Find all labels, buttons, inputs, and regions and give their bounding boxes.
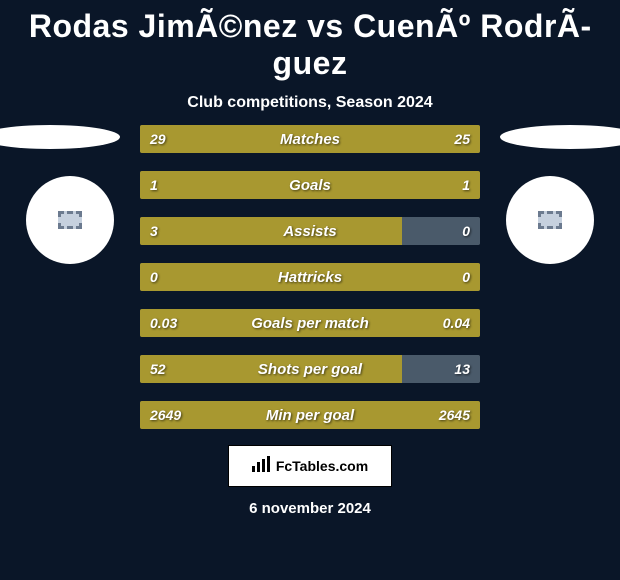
stat-row: 26492645Min per goal bbox=[140, 401, 480, 429]
comparison-subtitle: Club competitions, Season 2024 bbox=[0, 94, 620, 112]
stat-row: 00Hattricks bbox=[140, 263, 480, 291]
stat-label: Assists bbox=[140, 217, 480, 245]
comparison-title: Rodas JimÃ©nez vs CuenÃº RodrÃ­guez bbox=[0, 0, 620, 82]
right-player-avatar bbox=[506, 176, 594, 264]
stat-label: Shots per goal bbox=[140, 355, 480, 383]
date-text: 6 november 2024 bbox=[0, 500, 620, 517]
stat-row: 5213Shots per goal bbox=[140, 355, 480, 383]
placeholder-icon bbox=[538, 211, 562, 229]
stat-label: Goals per match bbox=[140, 309, 480, 337]
right-player-ellipse bbox=[500, 125, 620, 149]
stats-bars: 2925Matches 11Goals 30Assists 00Hattricks 0.… bbox=[140, 125, 480, 447]
stat-row: 2925Matches bbox=[140, 125, 480, 153]
left-player-avatar bbox=[26, 176, 114, 264]
brand-footer: FcTables.com bbox=[228, 445, 392, 487]
stat-label: Goals bbox=[140, 171, 480, 199]
stat-row: 0.030.04Goals per match bbox=[140, 309, 480, 337]
left-player-ellipse bbox=[0, 125, 120, 149]
stat-label: Hattricks bbox=[140, 263, 480, 291]
brand-text: FcTables.com bbox=[276, 458, 368, 474]
stat-row: 11Goals bbox=[140, 171, 480, 199]
placeholder-icon bbox=[58, 211, 82, 229]
stat-row: 30Assists bbox=[140, 217, 480, 245]
stat-label: Min per goal bbox=[140, 401, 480, 429]
chart-icon bbox=[252, 456, 272, 477]
stat-label: Matches bbox=[140, 125, 480, 153]
